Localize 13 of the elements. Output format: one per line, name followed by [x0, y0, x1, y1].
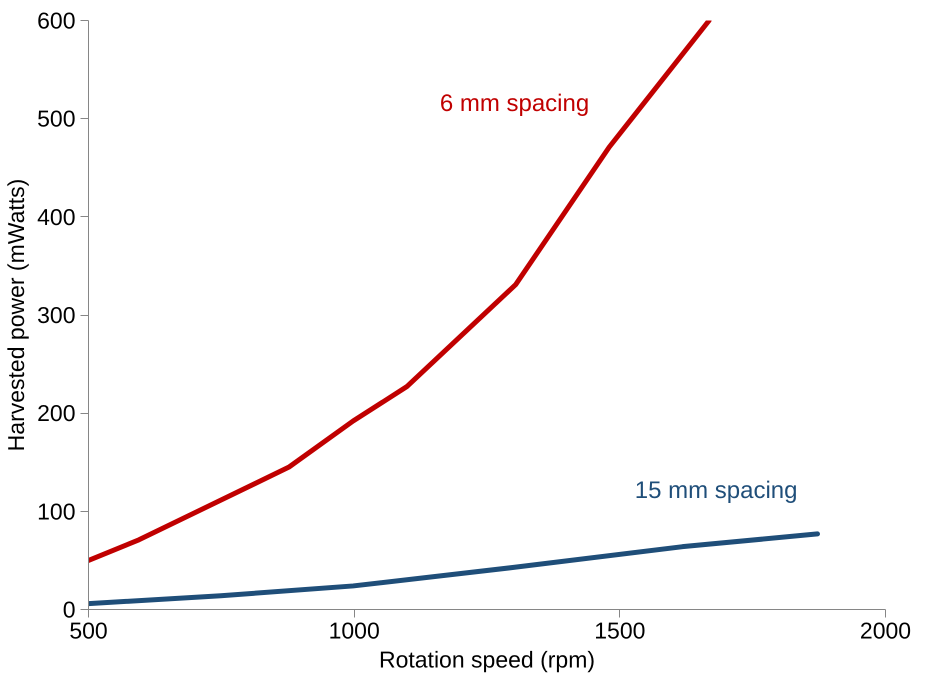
y-tick-label: 200 — [37, 400, 76, 426]
y-axis-title: Harvested power (mWatts) — [3, 178, 30, 452]
x-tick-label: 1000 — [328, 618, 380, 644]
y-tick-label: 100 — [37, 498, 76, 524]
y-tick-label: 600 — [37, 8, 76, 34]
x-tick-label: 1500 — [594, 618, 646, 644]
x-axis-title: Rotation speed (rpm) — [378, 646, 596, 672]
series-label: 6 mm spacing — [440, 90, 590, 118]
series-label: 15 mm spacing — [634, 476, 798, 504]
y-tick-label: 500 — [37, 106, 76, 132]
y-tick-label: 300 — [37, 302, 76, 328]
y-tick-label: 400 — [37, 204, 76, 230]
x-tick-label: 2000 — [860, 618, 912, 644]
